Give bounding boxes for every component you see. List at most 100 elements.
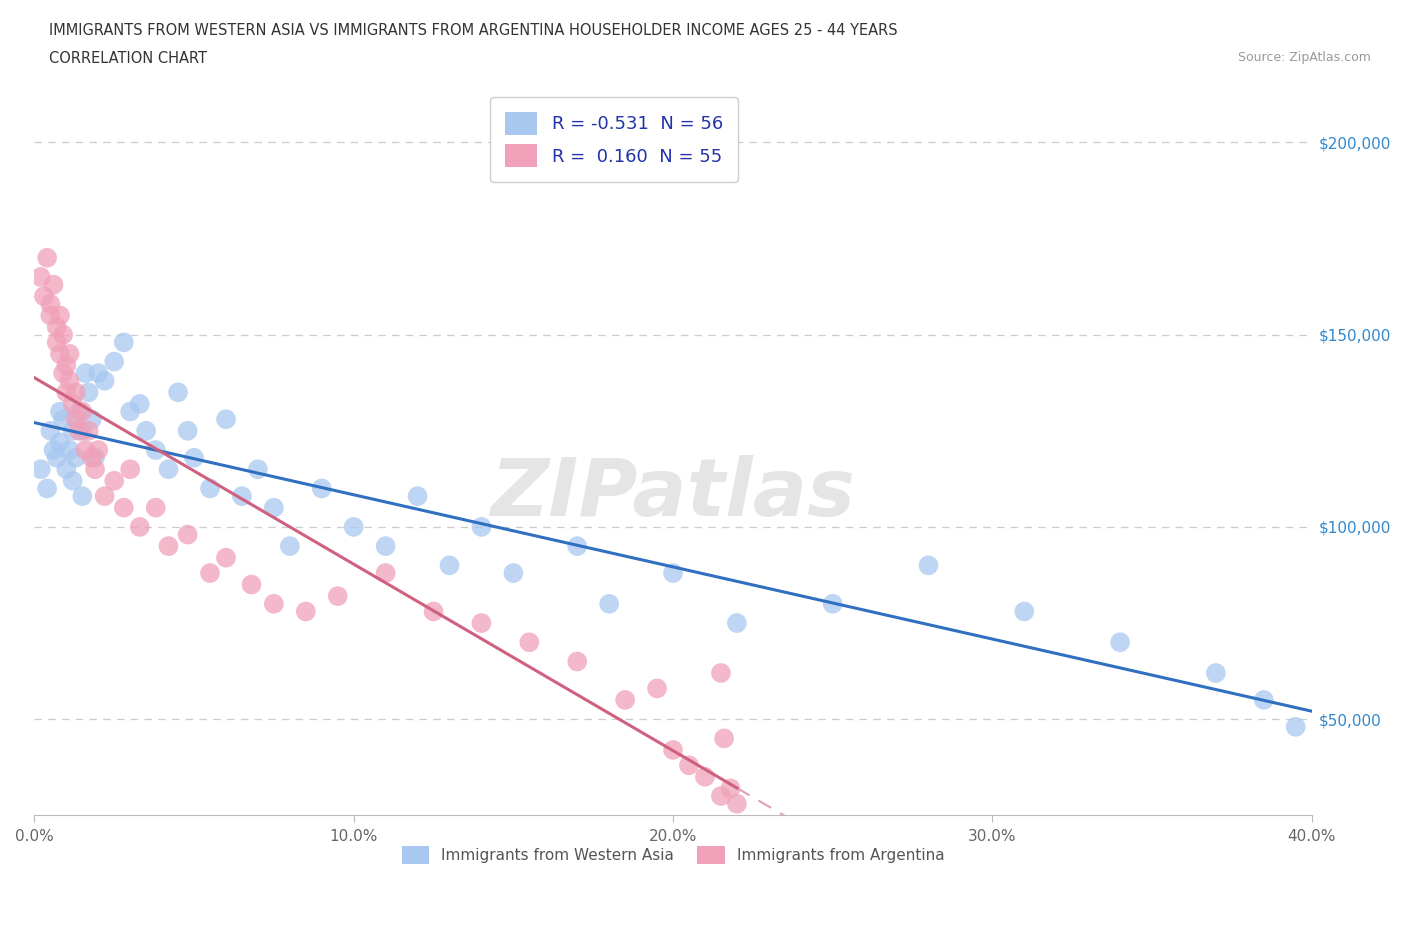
Point	[710, 666, 733, 681]
Point	[198, 565, 221, 580]
Point	[311, 481, 333, 496]
Point	[1253, 693, 1275, 708]
Point	[65, 385, 87, 400]
Text: Source: ZipAtlas.com: Source: ZipAtlas.com	[1237, 51, 1371, 64]
Text: IMMIGRANTS FROM WESTERN ASIA VS IMMIGRANTS FROM ARGENTINA HOUSEHOLDER INCOME AGE: IMMIGRANTS FROM WESTERN ASIA VS IMMIGRAN…	[49, 23, 898, 38]
Point	[32, 289, 55, 304]
Point	[80, 412, 103, 427]
Point	[93, 488, 115, 503]
Point	[231, 488, 253, 503]
Point	[49, 405, 72, 419]
Point	[422, 604, 444, 619]
Point	[693, 769, 716, 784]
Point	[678, 758, 700, 773]
Point	[67, 423, 90, 438]
Point	[374, 538, 396, 553]
Point	[470, 520, 492, 535]
Point	[1285, 720, 1308, 735]
Point	[49, 435, 72, 450]
Point	[93, 373, 115, 388]
Point	[55, 358, 77, 373]
Text: ZIPatlas: ZIPatlas	[491, 455, 855, 533]
Point	[135, 423, 157, 438]
Point	[720, 781, 742, 796]
Point	[263, 500, 285, 515]
Point	[662, 742, 685, 757]
Point	[240, 578, 263, 592]
Point	[614, 693, 637, 708]
Point	[263, 596, 285, 611]
Point	[75, 365, 97, 380]
Point	[567, 654, 589, 669]
Point	[84, 450, 107, 465]
Point	[112, 500, 135, 515]
Point	[77, 423, 100, 438]
Point	[52, 365, 75, 380]
Point	[42, 277, 65, 292]
Point	[567, 538, 589, 553]
Point	[215, 551, 238, 565]
Point	[103, 473, 125, 488]
Point	[157, 462, 180, 477]
Point	[72, 405, 94, 419]
Point	[176, 423, 198, 438]
Point	[343, 520, 366, 535]
Point	[1014, 604, 1036, 619]
Point	[439, 558, 461, 573]
Point	[821, 596, 844, 611]
Point	[725, 616, 748, 631]
Point	[1109, 635, 1132, 650]
Point	[80, 450, 103, 465]
Point	[215, 412, 238, 427]
Point	[406, 488, 429, 503]
Point	[374, 565, 396, 580]
Point	[713, 731, 735, 746]
Point	[246, 462, 269, 477]
Point	[917, 558, 939, 573]
Point	[120, 462, 142, 477]
Point	[72, 488, 94, 503]
Point	[662, 565, 685, 580]
Point	[1205, 666, 1227, 681]
Point	[45, 335, 67, 350]
Point	[112, 335, 135, 350]
Point	[326, 589, 349, 604]
Point	[120, 405, 142, 419]
Point	[65, 412, 87, 427]
Point	[37, 250, 59, 265]
Point	[145, 500, 167, 515]
Point	[45, 320, 67, 335]
Point	[198, 481, 221, 496]
Point	[52, 327, 75, 342]
Point	[37, 481, 59, 496]
Point	[49, 347, 72, 362]
Point	[294, 604, 316, 619]
Point	[65, 450, 87, 465]
Point	[278, 538, 301, 553]
Point	[30, 270, 52, 285]
Point	[183, 450, 205, 465]
Point	[39, 308, 62, 323]
Point	[45, 450, 67, 465]
Point	[30, 462, 52, 477]
Point	[49, 308, 72, 323]
Point	[77, 385, 100, 400]
Point	[176, 527, 198, 542]
Point	[58, 347, 80, 362]
Point	[62, 396, 84, 411]
Point	[55, 462, 77, 477]
Point	[145, 443, 167, 458]
Point	[470, 616, 492, 631]
Point	[517, 635, 540, 650]
Point	[710, 789, 733, 804]
Point	[128, 396, 150, 411]
Point	[72, 423, 94, 438]
Point	[52, 412, 75, 427]
Point	[58, 373, 80, 388]
Point	[42, 443, 65, 458]
Text: CORRELATION CHART: CORRELATION CHART	[49, 51, 207, 66]
Point	[167, 385, 190, 400]
Point	[75, 443, 97, 458]
Point	[58, 443, 80, 458]
Point	[39, 423, 62, 438]
